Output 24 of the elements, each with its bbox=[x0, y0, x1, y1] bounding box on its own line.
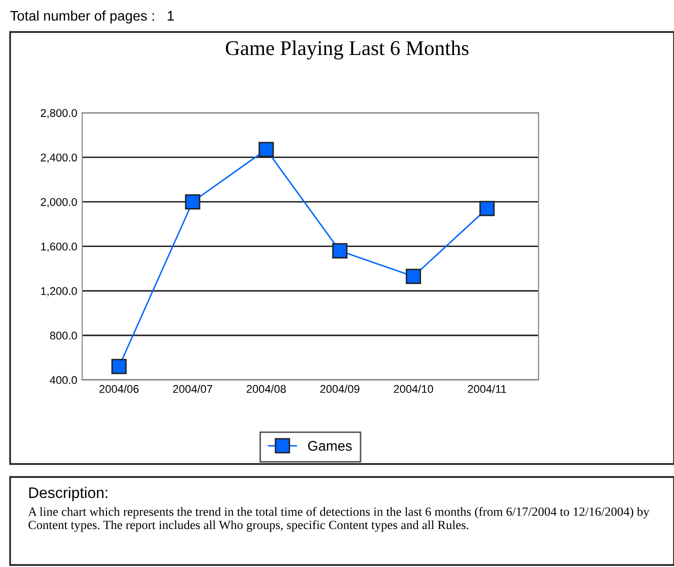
point bbox=[332, 243, 348, 258]
text: Total number of pages : 1 bbox=[10, 10, 174, 24]
chart-title: Game Playing Last 6 Months bbox=[226, 40, 468, 60]
point bbox=[111, 358, 127, 374]
y-tick-label: 2,000.0 bbox=[40, 198, 77, 208]
y-tick-label: 800.0 bbox=[50, 332, 77, 340]
y-tick-label: 1,600.0 bbox=[41, 242, 77, 252]
y-tick-label: 2,400.0 bbox=[40, 154, 77, 163]
point bbox=[184, 194, 200, 210]
x-tick-label: 2004/11 bbox=[468, 384, 506, 393]
text: Description: bbox=[29, 486, 108, 502]
x-tick-label: 2004/09 bbox=[320, 384, 360, 393]
y-tick-label: 400.0 bbox=[50, 376, 77, 384]
x-tick-label: 2004/10 bbox=[394, 384, 434, 393]
x-tick-label: 2004/06 bbox=[100, 384, 139, 393]
point bbox=[406, 268, 422, 284]
text: A line chart which represents the trend in the total time of detections in the last 6 months (from 6/17/2004 to 12/16/2004) by Content types. The report includes all Who groups, specific Content types and all Rules. bbox=[28, 507, 650, 532]
x-tick-label: 2004/07 bbox=[173, 384, 212, 393]
x-tick-label: 2004/08 bbox=[246, 384, 286, 393]
y-tick-label: 2,800.0 bbox=[40, 109, 77, 118]
y-tick-label: 1,200.0 bbox=[41, 287, 77, 296]
legend-label: Games bbox=[308, 440, 352, 451]
point bbox=[479, 200, 495, 216]
point bbox=[258, 142, 274, 158]
